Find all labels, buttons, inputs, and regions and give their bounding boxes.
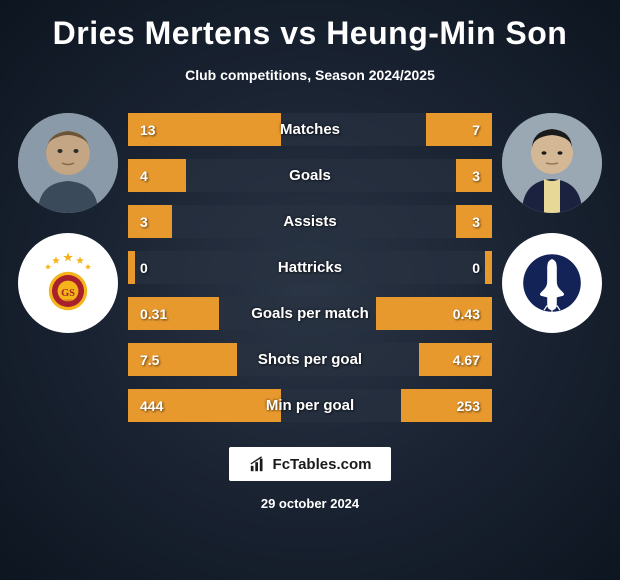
stat-label: Matches — [128, 113, 492, 146]
stat-row: 7.54.67Shots per goal — [128, 343, 492, 376]
player-left-avatar — [18, 113, 118, 213]
stat-row: 444253Min per goal — [128, 389, 492, 422]
stats-bars: 137Matches 43Goals 33Assists 00Hattricks 0.3… — [118, 108, 502, 422]
comparison-card: Dries Mertens vs Heung-Min Son Club comp… — [0, 0, 620, 580]
stat-label: Goals per match — [128, 297, 492, 330]
player-right-avatar — [502, 113, 602, 213]
stat-label: Min per goal — [128, 389, 492, 422]
stat-row: 33Assists — [128, 205, 492, 238]
left-column: GS 1905 — [18, 108, 118, 333]
stat-label: Goals — [128, 159, 492, 192]
stat-label: Assists — [128, 205, 492, 238]
stat-row: 137Matches — [128, 113, 492, 146]
stat-row: 00Hattricks — [128, 251, 492, 284]
stat-label: Hattricks — [128, 251, 492, 284]
right-column — [502, 108, 602, 333]
stats-area: GS 1905 137Matches 43Goals 33Assists 00Hatt… — [10, 108, 610, 422]
svg-text:1905: 1905 — [64, 299, 72, 303]
footer-brand-text: FcTables.com — [273, 456, 372, 473]
stat-label: Shots per goal — [128, 343, 492, 376]
page-title: Dries Mertens vs Heung-Min Son — [53, 15, 568, 52]
stat-row: 0.310.43Goals per match — [128, 297, 492, 330]
subtitle: Club competitions, Season 2024/2025 — [185, 67, 435, 83]
chart-icon — [249, 455, 267, 473]
stat-row: 43Goals — [128, 159, 492, 192]
footer-date: 29 october 2024 — [261, 496, 359, 511]
club-left-logo: GS 1905 — [18, 233, 118, 333]
svg-text:GS: GS — [61, 288, 75, 299]
footer-brand: FcTables.com — [229, 447, 392, 481]
club-right-logo — [502, 233, 602, 333]
